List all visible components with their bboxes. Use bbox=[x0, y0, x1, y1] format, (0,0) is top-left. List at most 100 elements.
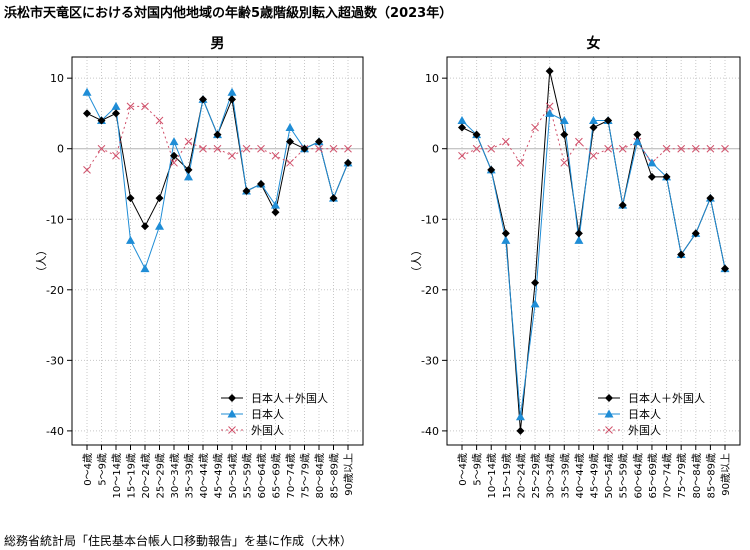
cross-stroke bbox=[155, 116, 164, 125]
data-point-japanese bbox=[285, 123, 295, 132]
cross-stroke bbox=[531, 123, 539, 132]
data-point-japanese bbox=[515, 412, 525, 421]
cross-stroke bbox=[112, 151, 120, 160]
data-point-total bbox=[721, 264, 729, 273]
data-point-japanese bbox=[169, 137, 179, 146]
x-tick-label: 35～39歳 bbox=[184, 453, 196, 498]
cross-stroke bbox=[575, 137, 583, 146]
data-point-total bbox=[501, 229, 510, 238]
data-point-total bbox=[315, 137, 323, 146]
data-point-total bbox=[545, 67, 554, 76]
cross-stroke bbox=[315, 144, 323, 153]
cross-stroke bbox=[458, 151, 466, 160]
cross-stroke bbox=[472, 144, 481, 153]
data-point-foreign bbox=[213, 144, 222, 153]
cross-stroke bbox=[242, 144, 251, 153]
cross-stroke bbox=[545, 102, 554, 111]
panel-title: 女 bbox=[587, 35, 601, 52]
series-line-japanese bbox=[461, 112, 726, 417]
x-tick-label: 60～64歳 bbox=[632, 453, 644, 498]
cross-stroke bbox=[257, 144, 265, 153]
data-point-total bbox=[487, 165, 496, 174]
source-note: 総務省統計局「住民基本台帳人口移動報告」を基に作成（大林） bbox=[4, 534, 353, 548]
legend-marker-japanese bbox=[227, 409, 237, 418]
x-tick-label: 25～29歳 bbox=[155, 453, 167, 498]
panel-title: 男 bbox=[211, 36, 225, 52]
data-point-foreign bbox=[199, 144, 207, 153]
data-point-foreign bbox=[662, 144, 671, 153]
x-tick-label: 85～89歳 bbox=[705, 453, 717, 498]
data-point-total bbox=[647, 172, 656, 181]
x-tick-label: 75～79歳 bbox=[300, 453, 312, 498]
data-point-foreign bbox=[155, 116, 164, 125]
data-point-total bbox=[242, 187, 251, 196]
data-point-foreign bbox=[83, 166, 91, 174]
cross-stroke bbox=[501, 137, 510, 146]
data-point-foreign bbox=[501, 137, 510, 146]
x-tick-label: 90歳以上 bbox=[343, 453, 355, 496]
data-point-total bbox=[97, 116, 106, 125]
data-point-total bbox=[213, 130, 222, 139]
data-point-total bbox=[458, 123, 466, 132]
cross-stroke bbox=[184, 137, 193, 146]
y-tick-label: -40 bbox=[46, 425, 64, 438]
cross-stroke bbox=[286, 158, 294, 167]
data-point-total bbox=[184, 165, 193, 174]
data-point-total bbox=[271, 208, 280, 217]
data-point-total bbox=[472, 130, 481, 139]
x-tick-label: 20～24歳 bbox=[515, 453, 527, 498]
data-point-total bbox=[706, 194, 715, 203]
x-tick-label: 10～14歳 bbox=[111, 453, 123, 498]
data-point-foreign bbox=[721, 144, 729, 153]
data-point-foreign bbox=[560, 158, 569, 167]
data-point-japanese bbox=[647, 158, 657, 167]
legend-label-foreign: 外国人 bbox=[251, 424, 284, 437]
data-point-total bbox=[329, 194, 338, 203]
legend-marker-foreign bbox=[228, 426, 236, 434]
data-point-foreign bbox=[112, 151, 120, 160]
data-point-foreign bbox=[604, 144, 612, 153]
data-point-foreign bbox=[545, 102, 554, 111]
data-point-total bbox=[228, 95, 236, 104]
data-point-japanese bbox=[574, 235, 584, 244]
cross-stroke bbox=[228, 426, 236, 434]
x-tick-label: 45～49歳 bbox=[213, 453, 225, 498]
data-point-japanese bbox=[559, 115, 569, 124]
x-tick-label: 55～59歳 bbox=[618, 453, 630, 498]
cross-stroke bbox=[721, 144, 729, 153]
plot-frame bbox=[446, 56, 741, 446]
data-point-foreign bbox=[618, 144, 627, 153]
cross-stroke bbox=[271, 151, 280, 160]
data-point-japanese bbox=[501, 235, 511, 244]
data-point-foreign bbox=[516, 158, 525, 167]
data-point-japanese bbox=[530, 299, 540, 308]
cross-stroke bbox=[126, 102, 135, 111]
cross-stroke bbox=[141, 102, 149, 111]
data-point-total bbox=[199, 95, 207, 104]
legend-marker-total bbox=[605, 394, 613, 402]
y-tick-label: 0 bbox=[57, 143, 64, 156]
legend-marker-japanese bbox=[604, 409, 614, 418]
x-tick-label: 45～49歳 bbox=[589, 453, 601, 498]
data-point-total bbox=[604, 116, 613, 125]
data-point-total bbox=[633, 130, 642, 139]
cross-stroke bbox=[605, 426, 613, 434]
data-point-total bbox=[344, 158, 352, 167]
y-tick-label: -10 bbox=[421, 213, 439, 226]
x-tick-label: 0～4歳 bbox=[457, 453, 469, 486]
x-tick-label: 50～54歳 bbox=[227, 453, 239, 498]
data-point-japanese bbox=[545, 108, 555, 117]
data-point-total bbox=[300, 144, 309, 153]
x-tick-label: 15～19歳 bbox=[501, 453, 513, 498]
data-point-total bbox=[257, 179, 265, 188]
data-point-total bbox=[618, 201, 627, 210]
data-point-total bbox=[531, 278, 540, 287]
cross-stroke bbox=[199, 144, 207, 153]
y-axis-label: （人） bbox=[35, 245, 48, 278]
legend-label-japanese: 日本人 bbox=[628, 407, 661, 421]
y-tick-label: -20 bbox=[421, 284, 439, 297]
cross-stroke bbox=[213, 144, 222, 153]
cross-stroke bbox=[677, 144, 686, 153]
